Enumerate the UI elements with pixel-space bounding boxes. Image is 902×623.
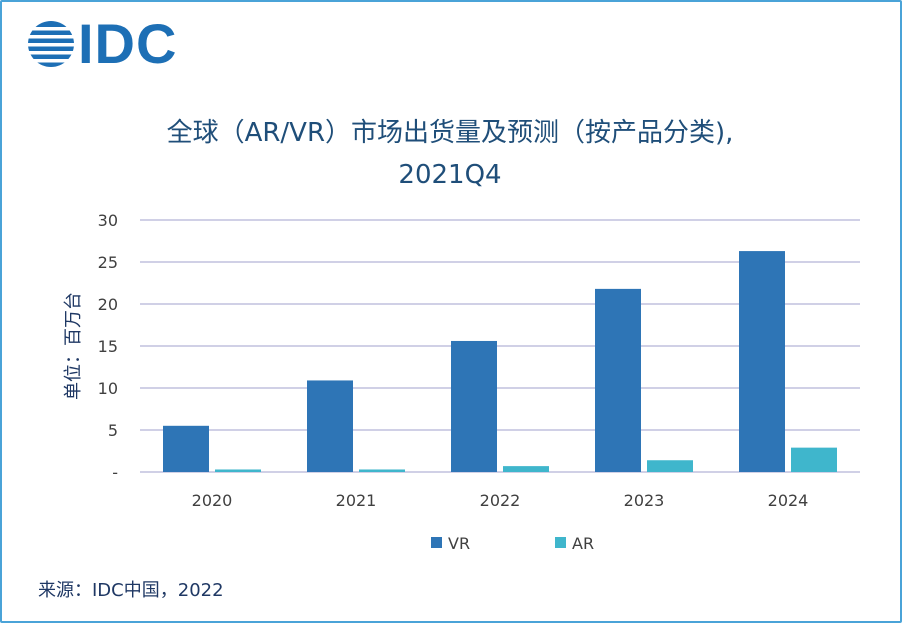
bars <box>163 251 837 472</box>
legend: VR AR <box>431 534 594 553</box>
x-tick-label: 2024 <box>768 491 809 510</box>
legend-swatch-vr <box>431 537 442 548</box>
source-note: 来源：IDC中国，2022 <box>38 580 224 601</box>
legend-swatch-ar <box>555 537 566 548</box>
y-axis-label: 单位：百万台 <box>63 292 84 400</box>
y-tick-label: 25 <box>98 253 118 272</box>
bar-ar-2022 <box>503 466 549 472</box>
legend-label-ar: AR <box>572 534 594 553</box>
bar-vr-2020 <box>163 425 209 472</box>
globe-icon <box>26 21 76 67</box>
x-tick-label: 2023 <box>624 491 665 510</box>
bar-vr-2022 <box>451 340 497 472</box>
logo-text: IDC <box>78 12 178 75</box>
x-tick-label: 2022 <box>480 491 521 510</box>
bar-ar-2023 <box>647 460 693 472</box>
bar-vr-2021 <box>307 380 353 472</box>
y-tick-label: - <box>112 463 118 482</box>
bar-ar-2021 <box>359 469 405 472</box>
x-axis-ticks: 2020 2021 2022 2023 2024 <box>192 491 809 510</box>
chart-title: 全球（AR/VR）市场出货量及预测（按产品分类), 2021Q4 <box>100 112 800 196</box>
x-tick-label: 2021 <box>336 491 377 510</box>
legend-label-vr: VR <box>448 534 470 553</box>
bar-vr-2024 <box>739 251 785 472</box>
bar-ar-2020 <box>215 469 261 472</box>
x-tick-label: 2020 <box>192 491 233 510</box>
y-tick-label: 5 <box>108 421 118 440</box>
chart-title-line-1: 全球（AR/VR）市场出货量及预测（按产品分类), <box>166 118 734 148</box>
y-tick-label: 20 <box>98 295 118 314</box>
bar-ar-2024 <box>791 447 837 472</box>
idc-logo: IDC <box>26 16 177 72</box>
y-tick-label: 15 <box>98 337 118 356</box>
y-tick-label: 30 <box>98 211 118 230</box>
bar-vr-2023 <box>595 288 641 472</box>
y-axis-ticks: - 5 10 15 20 25 30 <box>98 211 118 482</box>
chart-title-line-2: 2021Q4 <box>398 160 502 190</box>
y-tick-label: 10 <box>98 379 118 398</box>
